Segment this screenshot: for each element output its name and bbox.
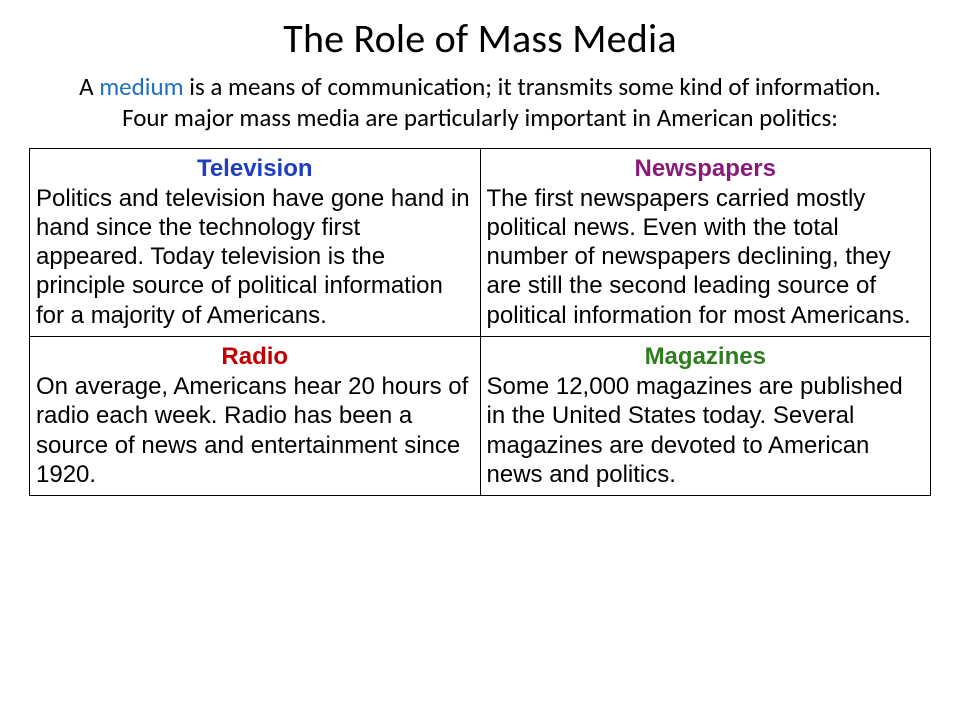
cell-heading-radio: Radio [36,341,474,372]
cell-television: Television Politics and television have … [30,148,481,337]
intro-keyword: medium [99,71,183,102]
table-row: Television Politics and television have … [30,148,931,337]
cell-body-newspapers: The first newspapers carried mostly poli… [487,184,925,330]
slide-title: The Role of Mass Media [28,14,932,63]
media-table: Television Politics and television have … [29,148,931,497]
table-row: Radio On average, Americans hear 20 hour… [30,337,931,496]
cell-heading-newspapers: Newspapers [487,153,925,184]
intro-pre: A [79,71,99,102]
cell-magazines: Magazines Some 12,000 magazines are publ… [480,337,931,496]
cell-radio: Radio On average, Americans hear 20 hour… [30,337,481,496]
cell-body-magazines: Some 12,000 magazines are published in t… [487,372,925,489]
slide: The Role of Mass Media A medium is a mea… [0,0,960,720]
cell-newspapers: Newspapers The first newspapers carried … [480,148,931,337]
cell-body-radio: On average, Americans hear 20 hours of r… [36,372,474,489]
intro-paragraph: A medium is a means of communication; it… [28,71,932,134]
cell-heading-magazines: Magazines [487,341,925,372]
intro-post: is a means of communication; it transmit… [122,71,881,133]
cell-body-television: Politics and television have gone hand i… [36,184,474,330]
cell-heading-television: Television [36,153,474,184]
